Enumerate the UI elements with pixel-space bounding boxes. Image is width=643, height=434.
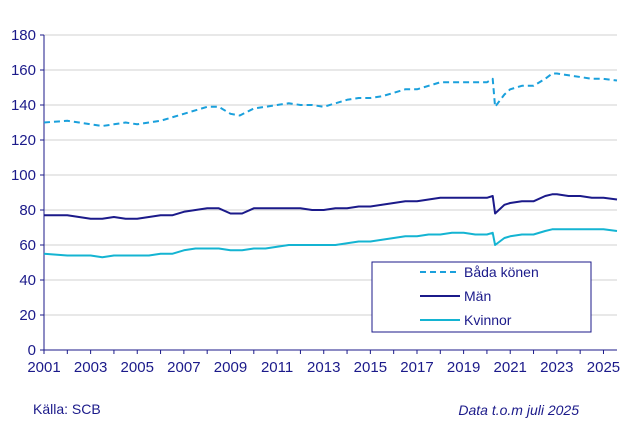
y-tick-label: 0	[28, 342, 36, 359]
x-tick-label: 2015	[354, 359, 387, 376]
legend: Båda könen Män Kvinnor	[371, 261, 592, 333]
x-tick-label: 2017	[400, 359, 433, 376]
x-tick-label: 2013	[307, 359, 340, 376]
y-tick-label: 80	[19, 202, 36, 219]
x-tick-label: 2011	[261, 359, 293, 376]
y-tick-label: 120	[11, 132, 36, 149]
y-tick-label: 40	[19, 272, 36, 289]
x-tick-label: 2001	[27, 359, 60, 376]
data-period-note: Data t.o.m juli 2025	[458, 402, 579, 418]
x-tick-label: 2005	[121, 359, 154, 376]
x-tick-label: 2003	[74, 359, 107, 376]
x-tick-label: 2009	[214, 359, 247, 376]
y-tick-label: 140	[11, 97, 36, 114]
legend-label: Båda könen	[464, 264, 539, 280]
x-axis-ticks: 2001 2003 2005 2007 2009 2011 2013 2015 2017 2019…	[27, 350, 620, 376]
series-line-m-n	[44, 193, 618, 220]
legend-label: Kvinnor	[464, 312, 512, 328]
x-tick-label: 2021	[494, 359, 527, 376]
series-lines	[43, 72, 618, 259]
y-tick-label: 100	[11, 167, 36, 184]
legend-box	[371, 261, 592, 333]
y-tick-label: 60	[19, 237, 36, 254]
y-tick-label: 20	[19, 307, 36, 324]
x-tick-label: 2023	[540, 359, 573, 376]
x-tick-label: 2007	[167, 359, 200, 376]
axes	[43, 35, 617, 351]
gridlines	[44, 34, 617, 316]
source-note: Källa: SCB	[33, 401, 101, 417]
x-tick-label: 2025	[587, 359, 620, 376]
y-tick-label: 180	[11, 27, 36, 44]
y-tick-label: 160	[11, 62, 36, 79]
x-tick-label: 2019	[447, 359, 480, 376]
y-axis-ticks: 0 20 40 60 80 100 120 140 160 180	[11, 27, 44, 359]
legend-label: Män	[464, 288, 491, 304]
series-line-kvinnor	[43, 228, 618, 259]
series-line-b-da-k-nen	[43, 72, 618, 127]
